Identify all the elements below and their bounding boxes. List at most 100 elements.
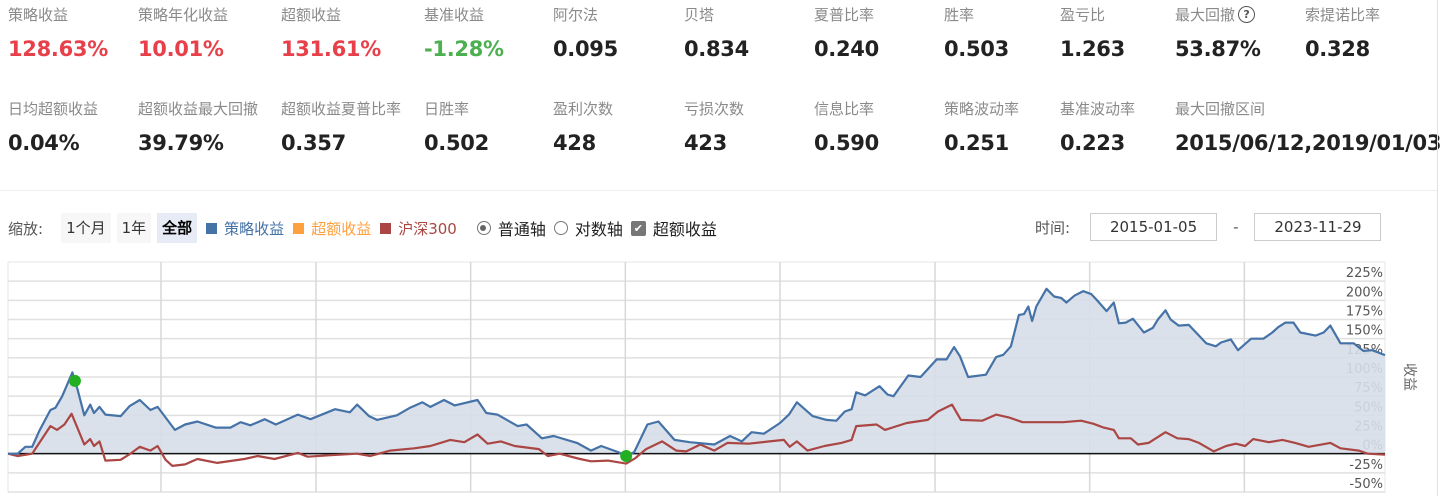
chart-toolbar: 缩放: 1个月 1年 全部 策略收益 超额收益 沪深300 普通轴 对数轴 ✔ …: [8, 213, 725, 243]
stat-label-text: 最大回撤区间: [1175, 100, 1266, 118]
y-tick-label: -50%: [1349, 477, 1383, 492]
stat-value: 428: [553, 131, 596, 155]
stat-item: 超额收益 131.61%: [281, 4, 381, 61]
y-tick-label: 150%: [1346, 324, 1383, 339]
stat-label: 信息比率: [814, 98, 879, 119]
end-date-input[interactable]: [1254, 213, 1382, 241]
question-circle-icon[interactable]: ?: [1238, 6, 1256, 23]
log-axis-radio[interactable]: 对数轴: [553, 216, 623, 240]
stat-label-text: 基准收益: [424, 6, 485, 24]
time-label: 时间:: [1035, 218, 1071, 237]
divider: [0, 190, 1437, 191]
stat-value: 0.223: [1060, 131, 1125, 155]
stat-label: 日胜率: [424, 98, 489, 119]
stat-item: 盈亏比 1.263: [1060, 4, 1125, 61]
stat-value: 39.79%: [138, 131, 224, 155]
legend-swatch-blue-icon: [206, 222, 218, 234]
stat-label: 亏损次数: [684, 98, 744, 119]
zoom-1year-button[interactable]: 1年: [116, 213, 152, 243]
stat-label-text: 最大回撤: [1175, 6, 1236, 24]
stat-item: 策略波动率 0.251: [944, 98, 1019, 155]
stat-label-text: 策略波动率: [944, 100, 1020, 118]
stat-item: 基准收益 -1.28%: [424, 4, 504, 61]
zoom-label: 缩放:: [8, 219, 44, 238]
stat-label: 基准波动率: [1060, 98, 1135, 119]
radio-label: 对数轴: [574, 220, 623, 239]
stat-label: 夏普比率: [814, 4, 879, 25]
stat-item: 索提诺比率 0.328: [1305, 4, 1380, 61]
max-drawdown-marker: [68, 374, 81, 387]
legend-label: 沪深300: [398, 219, 457, 238]
stat-value: 0.834: [684, 37, 749, 61]
stat-item: 超额收益夏普比率 0.357: [281, 98, 401, 155]
legend-strategy-return[interactable]: 策略收益: [206, 218, 284, 239]
stat-label: 策略波动率: [944, 98, 1019, 119]
start-date-input[interactable]: [1090, 213, 1218, 241]
time-range: 时间: -: [1035, 213, 1382, 241]
zoom-all-button[interactable]: 全部: [157, 213, 198, 243]
stat-item: 盈利次数 428: [553, 98, 613, 155]
excess-return-checkbox[interactable]: ✔ 超额收益: [630, 216, 717, 240]
stat-value: 0.251: [944, 131, 1009, 155]
stat-item: 日均超额收益 0.04%: [8, 98, 98, 155]
stat-item: 阿尔法 0.095: [553, 4, 618, 61]
stat-label: 阿尔法: [553, 4, 618, 25]
stat-item: 夏普比率 0.240: [814, 4, 879, 61]
stat-label: 盈利次数: [553, 98, 613, 119]
stat-label-text: 超额收益: [281, 6, 342, 24]
stat-label-text: 盈亏比: [1060, 6, 1106, 24]
stat-label-text: 策略年化收益: [138, 6, 229, 24]
stat-label: 盈亏比: [1060, 4, 1125, 25]
series-line-1: [7, 403, 1386, 467]
stat-value: 0.240: [814, 37, 879, 61]
stat-label-text: 亏损次数: [684, 100, 745, 118]
checkbox-checked-icon: ✔: [630, 220, 646, 236]
date-separator: -: [1233, 218, 1239, 236]
stat-label-text: 策略收益: [8, 6, 69, 24]
stat-value: 53.87%: [1175, 37, 1261, 61]
stat-value: 0.502: [424, 131, 489, 155]
radio-selected-icon: [476, 221, 491, 235]
stat-value: 0.590: [814, 131, 879, 155]
legend-excess-return[interactable]: 超额收益: [293, 218, 371, 239]
stat-label: 超额收益: [281, 4, 381, 25]
stat-label-text: 盈利次数: [553, 100, 614, 118]
stat-item: 超额收益最大回撤 39.79%: [138, 98, 258, 155]
stat-item: 日胜率 0.502: [424, 98, 489, 155]
stat-label: 策略年化收益: [138, 4, 228, 25]
stat-item: 亏损次数 423: [684, 98, 744, 155]
panel-border: [1437, 0, 1438, 496]
y-tick-label: -25%: [1349, 458, 1383, 473]
series-line-0: [8, 287, 1386, 458]
y-tick-label: 175%: [1346, 305, 1383, 320]
stat-value: 128.63%: [8, 37, 108, 61]
stat-label-text: 夏普比率: [814, 6, 875, 24]
stat-label-text: 基准波动率: [1060, 100, 1136, 118]
stat-label: 贝塔: [684, 4, 749, 25]
returns-chart[interactable]: 225%200%175%150%125%100%75%50%25%0%-25%-…: [0, 255, 1445, 496]
zoom-1month-button[interactable]: 1个月: [61, 213, 111, 243]
stat-value: 0.357: [281, 131, 346, 155]
legend-label: 超额收益: [311, 219, 372, 238]
stat-label: 最大回撤区间: [1175, 98, 1441, 119]
radio-label: 普通轴: [497, 220, 546, 239]
stat-item: 策略收益 128.63%: [8, 4, 108, 61]
legend-label: 策略收益: [224, 219, 285, 238]
legend-swatch-orange-icon: [293, 222, 305, 234]
stat-value: 0.328: [1305, 37, 1370, 61]
stat-label: 胜率: [944, 4, 1009, 25]
stat-label: 基准收益: [424, 4, 504, 25]
checkbox-label: 超额收益: [652, 220, 717, 239]
stat-label: 超额收益最大回撤: [138, 98, 258, 119]
y-axis-label: 收益: [1401, 363, 1417, 391]
stat-item: 最大回撤? 53.87%: [1175, 4, 1261, 61]
max-drawdown-marker: [620, 449, 633, 462]
stat-label: 策略收益: [8, 4, 108, 25]
stat-label-text: 索提诺比率: [1305, 6, 1381, 24]
legend-swatch-red-icon: [380, 222, 392, 234]
linear-axis-radio[interactable]: 普通轴: [476, 216, 546, 240]
stat-value: 0.095: [553, 37, 618, 61]
stat-value: 10.01%: [138, 37, 224, 61]
legend-hs300[interactable]: 沪深300: [380, 218, 457, 239]
stat-label-text: 信息比率: [814, 100, 875, 118]
